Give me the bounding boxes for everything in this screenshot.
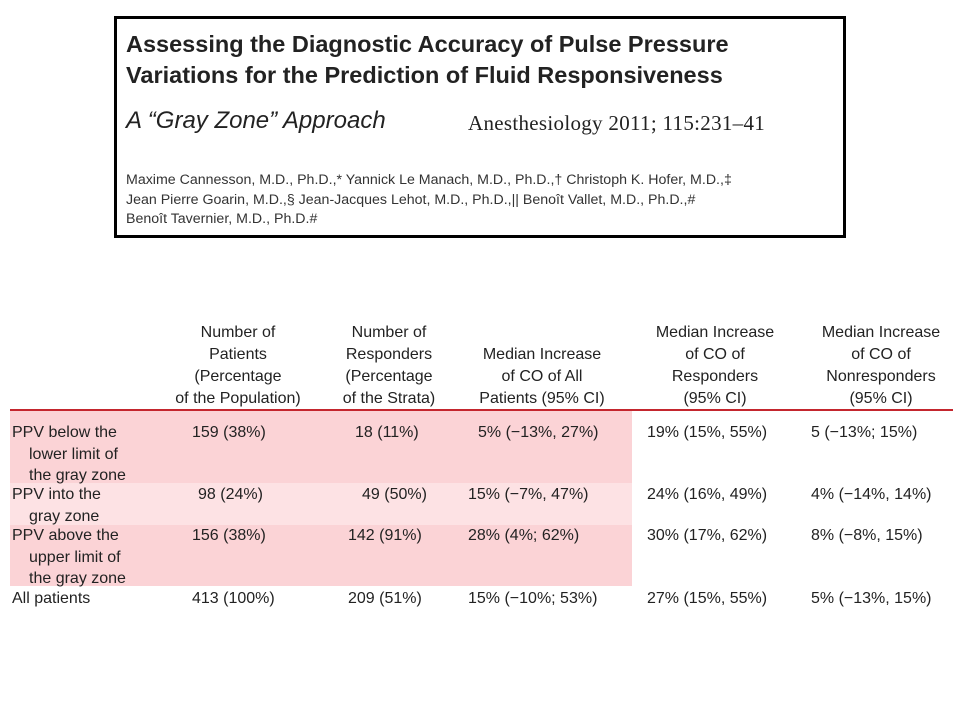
article-subtitle: A “Gray Zone” Approach <box>126 107 386 134</box>
table-cell: 8% (−8%, 15%) <box>811 527 923 544</box>
table-cell: 159 (38%) <box>192 424 266 441</box>
row-label-ppv-below: PPV below the lower limit of the gray zo… <box>12 424 126 484</box>
table-cell: 28% (4%; 62%) <box>468 527 580 544</box>
row-label-ppv-into: PPV into the gray zone <box>12 486 101 525</box>
author-line-1: Maxime Cannesson, M.D., Ph.D.,* Yannick … <box>126 172 732 188</box>
article-title-line-2: Variations for the Prediction of Fluid R… <box>126 62 723 88</box>
header-median-increase-all: Median Increase of CO of All Patients (9… <box>479 346 605 407</box>
article-header-box: Assessing the Diagnostic Accuracy of Pul… <box>114 16 846 238</box>
author-line-3: Benoît Tavernier, M.D., Ph.D.# <box>126 211 318 227</box>
table-cell: 30% (17%, 62%) <box>647 527 768 544</box>
table-cell: 156 (38%) <box>192 527 266 544</box>
header-number-of-responders: Number of Responders (Percentage of the … <box>342 324 436 407</box>
table-cell: 209 (51%) <box>348 590 422 607</box>
table-cell: 5% (−13%, 15%) <box>811 590 932 607</box>
header-median-increase-responders: Median Increase of CO of Responders (95%… <box>655 324 775 407</box>
row-label-all-patients: All patients <box>12 590 91 607</box>
journal-reference: Anesthesiology 2011; 115:231–41 <box>468 111 766 135</box>
table-cell: 15% (−7%, 47%) <box>468 486 589 503</box>
table-cell: 19% (15%, 55%) <box>647 424 768 441</box>
row-shade-into <box>10 483 632 525</box>
table-cell: 15% (−10%; 53%) <box>468 590 598 607</box>
row-shade-above <box>10 525 632 586</box>
article-title-line-1: Assessing the Diagnostic Accuracy of Pul… <box>126 31 729 57</box>
table-cell: 5% (−13%, 27%) <box>478 424 599 441</box>
table-cell: 5 (−13%; 15%) <box>811 424 918 441</box>
table-cell: 142 (91%) <box>348 527 422 544</box>
table-cell: 27% (15%, 55%) <box>647 590 768 607</box>
table-cell: 413 (100%) <box>192 590 275 607</box>
author-list: Maxime Cannesson, M.D., Ph.D.,* Yannick … <box>126 171 836 230</box>
article-title: Assessing the Diagnostic Accuracy of Pul… <box>126 29 836 91</box>
table-header-rule <box>10 409 953 411</box>
table-cell: 18 (11%) <box>355 424 419 441</box>
table-cell: 4% (−14%, 14%) <box>811 486 932 503</box>
header-median-increase-nonresponders: Median Increase of CO of Nonresponders (… <box>821 324 941 407</box>
table-cell: 49 (50%) <box>362 486 427 503</box>
author-line-2: Jean Pierre Goarin, M.D.,§ Jean-Jacques … <box>126 191 696 208</box>
header-number-of-patients: Number of Patients (Percentage of the Po… <box>175 324 301 407</box>
table-cell: 24% (16%, 49%) <box>647 486 768 503</box>
row-label-ppv-above: PPV above the upper limit of the gray zo… <box>12 527 126 587</box>
table-cell: 98 (24%) <box>198 486 263 503</box>
row-shade-below <box>10 411 632 483</box>
